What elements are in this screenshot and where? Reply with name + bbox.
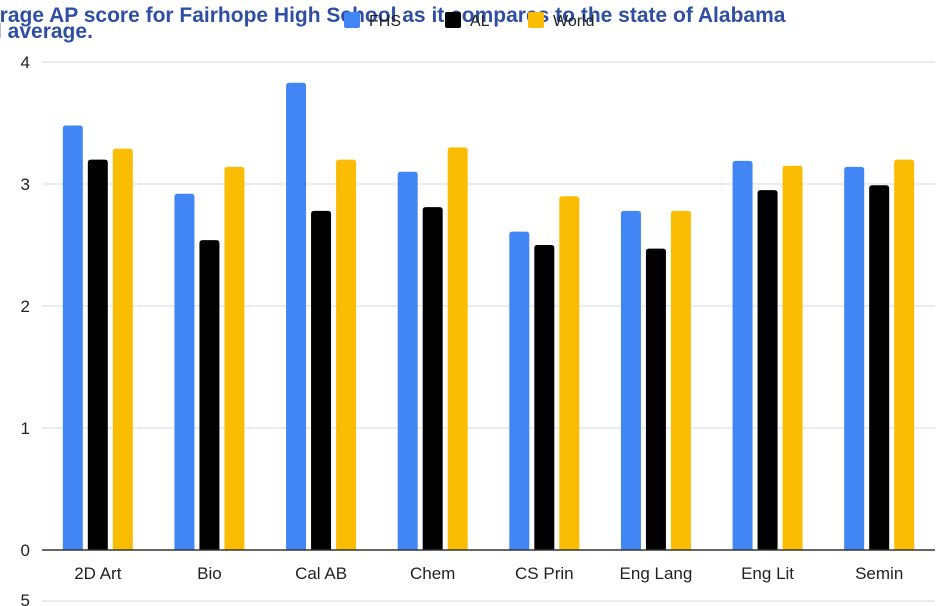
x-tick-label: Semin	[855, 564, 903, 583]
bar-al-1	[199, 240, 220, 550]
y-tick-label: 3	[21, 175, 30, 194]
x-tick-label: Chem	[410, 564, 455, 583]
legend-swatch-world	[528, 12, 544, 28]
bar-fhs-5	[620, 210, 641, 550]
y-tick-label: 1	[21, 419, 30, 438]
bar-world-6	[782, 165, 803, 550]
chart-caption-line-2: l average.	[0, 20, 93, 43]
bar-world-3	[447, 147, 468, 550]
axes: 0 1 2 3 4 2D Art Bio Cal AB Chem CS Prin Eng Lang E…	[21, 53, 935, 606]
bar-fhs-4	[509, 231, 530, 550]
bar-al-3	[422, 207, 443, 550]
x-tick-label: Eng Lit	[741, 564, 794, 583]
bar-fhs-1	[174, 193, 195, 550]
legend-label-world: World	[553, 13, 595, 30]
bar-world-4	[559, 196, 580, 550]
bars	[62, 82, 915, 551]
legend-label-al: AL	[470, 13, 490, 30]
legend: FHS AL World	[344, 12, 595, 30]
legend-label-fhs: FHS	[369, 13, 401, 30]
y-tick-label: 0	[21, 541, 30, 560]
bar-al-6	[757, 190, 778, 550]
bar-al-5	[645, 248, 666, 550]
bar-world-5	[670, 210, 691, 550]
y-tick-label: 4	[21, 53, 30, 72]
bar-al-7	[869, 185, 890, 550]
x-tick-label: 2D Art	[74, 564, 122, 583]
bar-world-7	[894, 159, 915, 550]
x-tick-label: CS Prin	[515, 564, 574, 583]
legend-swatch-al	[445, 12, 461, 28]
chart-caption-line-1: erage AP score for Fairhope High School …	[0, 4, 786, 27]
bar-fhs-2	[286, 82, 307, 551]
x-tick-label: Cal AB	[295, 564, 347, 583]
next-chart-y-tick-label: 5	[21, 591, 30, 606]
x-tick-label: Eng Lang	[620, 564, 693, 583]
bar-world-1	[224, 166, 245, 551]
bar-al-4	[534, 245, 555, 550]
y-tick-label: 2	[21, 297, 30, 316]
bar-fhs-0	[62, 125, 83, 550]
bar-al-2	[311, 210, 332, 550]
bar-fhs-6	[732, 160, 753, 550]
bar-world-0	[112, 148, 133, 550]
x-tick-label: Bio	[197, 564, 222, 583]
bar-world-2	[336, 159, 357, 550]
bar-fhs-7	[844, 166, 865, 551]
legend-swatch-fhs	[344, 12, 360, 28]
bar-fhs-3	[397, 171, 418, 551]
bar-al-0	[87, 159, 108, 550]
